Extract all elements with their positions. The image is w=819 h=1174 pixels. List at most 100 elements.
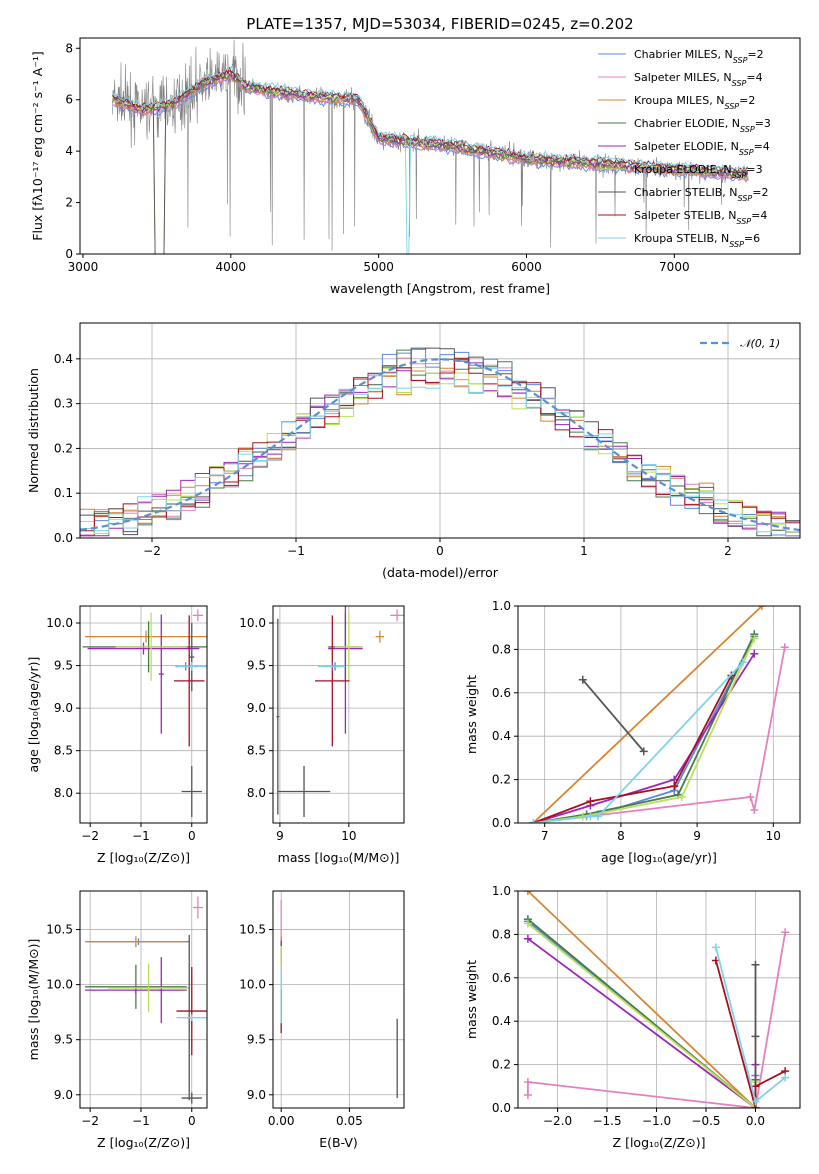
y-tick-label: 0.0 <box>54 531 73 545</box>
axes-frame <box>272 605 405 824</box>
legend-label: Kroupa STELIB, NSSP=6 <box>634 232 760 249</box>
y-tick-label: 0.4 <box>54 352 73 366</box>
weight-point-marker <box>738 658 747 667</box>
x-axis-label: Z [log₁₀(Z/Z⊙)] <box>613 1135 706 1150</box>
y-tick-label: 0.0 <box>492 1101 511 1115</box>
x-tick-label: 10 <box>766 829 781 843</box>
y-axis-label: Normed distribution <box>26 368 41 493</box>
plot-area-residuals <box>80 347 800 537</box>
legend-label: Chabrier STELIB, NSSP=2 <box>634 186 768 203</box>
panel-weight_vs_age: 7 8 9 10 0.0 0.2 0.4 0.6 0.8 1.0 age [log₁₀(age/yr… <box>464 599 801 865</box>
weight-series-line <box>532 606 763 823</box>
axes-frame <box>79 605 208 824</box>
weight-point-marker <box>751 1097 760 1106</box>
y-tick-label: 1.0 <box>492 884 511 898</box>
legend-normal-label: 𝒩(0, 1) <box>740 337 780 350</box>
y-tick-label: 8.5 <box>247 744 266 758</box>
weight-point-marker <box>711 943 720 952</box>
y-tick-label: 8.0 <box>247 786 266 800</box>
weight-point-marker <box>751 960 760 969</box>
weight-point-marker <box>523 1090 532 1099</box>
x-tick-label: −2 <box>81 829 99 843</box>
legend-sub: SSP <box>739 148 754 157</box>
legend-suffix: =2 <box>747 48 763 61</box>
x-axis-label: age [log₁₀(age/yr)] <box>601 850 717 865</box>
legend-sub: SSP <box>732 79 747 88</box>
weight-point-marker <box>523 891 532 895</box>
x-axis-label: mass [log₁₀(M/M⊙)] <box>278 850 400 865</box>
y-tick-label: 4 <box>65 144 73 158</box>
plot-area-spectrum <box>112 39 749 254</box>
x-tick-label: −1 <box>132 1114 150 1128</box>
legend-sub: SSP <box>729 240 744 249</box>
x-tick-label: 0.00 <box>268 1114 295 1128</box>
panel-weight_vs_Z: −2.0 −1.5 −1.0 −0.5 0.0 0.0 0.2 0.4 0.6 0.8 1.0 Z [… <box>464 884 801 1150</box>
legend-suffix: =6 <box>744 232 760 245</box>
y-tick-label: 10.0 <box>239 978 266 992</box>
plot-area-age_vs_Z <box>82 609 207 818</box>
x-tick-label: 2 <box>724 544 732 558</box>
y-tick-label: 0.0 <box>492 816 511 830</box>
x-tick-label: 7000 <box>659 260 690 274</box>
legend-label: Salpeter STELIB, NSSP=4 <box>634 209 767 226</box>
x-tick-label: −1 <box>132 829 150 843</box>
x-axis-label: (data-model)/error <box>382 565 499 580</box>
panel-residuals: −2 −1 0 1 2 0.0 0.1 0.2 0.3 0.4 (data-model)/error… <box>26 322 801 580</box>
legend-name: Salpeter ELODIE, N <box>634 140 739 153</box>
x-axis-label: Z [log₁₀(Z/Z⊙)] <box>97 1135 190 1150</box>
x-tick-label: −2 <box>81 1114 99 1128</box>
weight-point-marker <box>639 747 648 756</box>
legend-name: Kroupa ELODIE, N <box>634 163 732 176</box>
weight-series-line <box>527 932 787 1108</box>
legend-label: Chabrier ELODIE, NSSP=3 <box>634 117 771 134</box>
model-spectrum-line <box>112 68 749 254</box>
legend-suffix: =3 <box>746 163 762 176</box>
legend-label: Kroupa ELODIE, NSSP=3 <box>634 163 763 180</box>
y-tick-label: 10.0 <box>239 616 266 630</box>
legend-sub: SSP <box>736 217 751 226</box>
y-tick-label: 9.0 <box>247 1088 266 1102</box>
legend-suffix: =4 <box>751 209 767 222</box>
y-tick-label: 0.1 <box>54 486 73 500</box>
weight-point-marker <box>523 1077 532 1086</box>
panel-age_vs_Z: −2 −1 0 8.0 8.5 9.0 9.5 10.0 Z [log₁₀(Z/Z⊙)] age … <box>26 605 208 865</box>
weight-point-marker <box>578 675 587 684</box>
weight-point-marker <box>523 919 532 928</box>
weight-series-line <box>533 661 744 823</box>
legend-name: Chabrier ELODIE, N <box>634 117 740 130</box>
weight-point-marker <box>751 1082 760 1091</box>
x-tick-label: −1.0 <box>642 1114 671 1128</box>
x-axis-label: E(B-V) <box>319 1135 358 1150</box>
y-tick-label: 10.5 <box>46 923 73 937</box>
axes-frame <box>517 605 801 824</box>
weight-point-marker <box>780 643 789 652</box>
y-tick-label: 10.0 <box>46 978 73 992</box>
axes-frame <box>272 890 405 1109</box>
legend-label: Salpeter MILES, NSSP=4 <box>634 71 763 88</box>
weight-series-line <box>533 633 756 823</box>
legend-sub: SSP <box>724 102 739 111</box>
weight-series-line <box>533 635 756 823</box>
y-tick-label: 9.5 <box>54 1033 73 1047</box>
legend-name: Salpeter MILES, N <box>634 71 732 84</box>
weight-series-line <box>532 674 733 823</box>
weight-point-marker <box>586 812 595 821</box>
legend-sub: SSP <box>740 125 755 134</box>
weight-series-line <box>532 653 756 823</box>
y-tick-label: 6 <box>65 93 73 107</box>
model-spectrum-line <box>112 65 749 254</box>
panel-spectrum: 3000 4000 5000 6000 7000 0 2 4 6 8 wavelength [Ang… <box>30 37 801 296</box>
weight-point-marker <box>751 1032 760 1041</box>
histogram-step-line <box>80 367 800 537</box>
weight-point-marker <box>781 1073 790 1082</box>
y-axis-label: mass weight <box>464 675 479 754</box>
y-tick-label: 0.2 <box>54 441 73 455</box>
plot-area-weight_vs_Z <box>523 891 790 1108</box>
y-tick-label: 0.6 <box>492 686 511 700</box>
weight-series-line <box>715 960 786 1108</box>
legend-suffix: =3 <box>755 117 771 130</box>
legend-sub: SSP <box>738 194 753 203</box>
x-tick-label: 0 <box>436 544 444 558</box>
